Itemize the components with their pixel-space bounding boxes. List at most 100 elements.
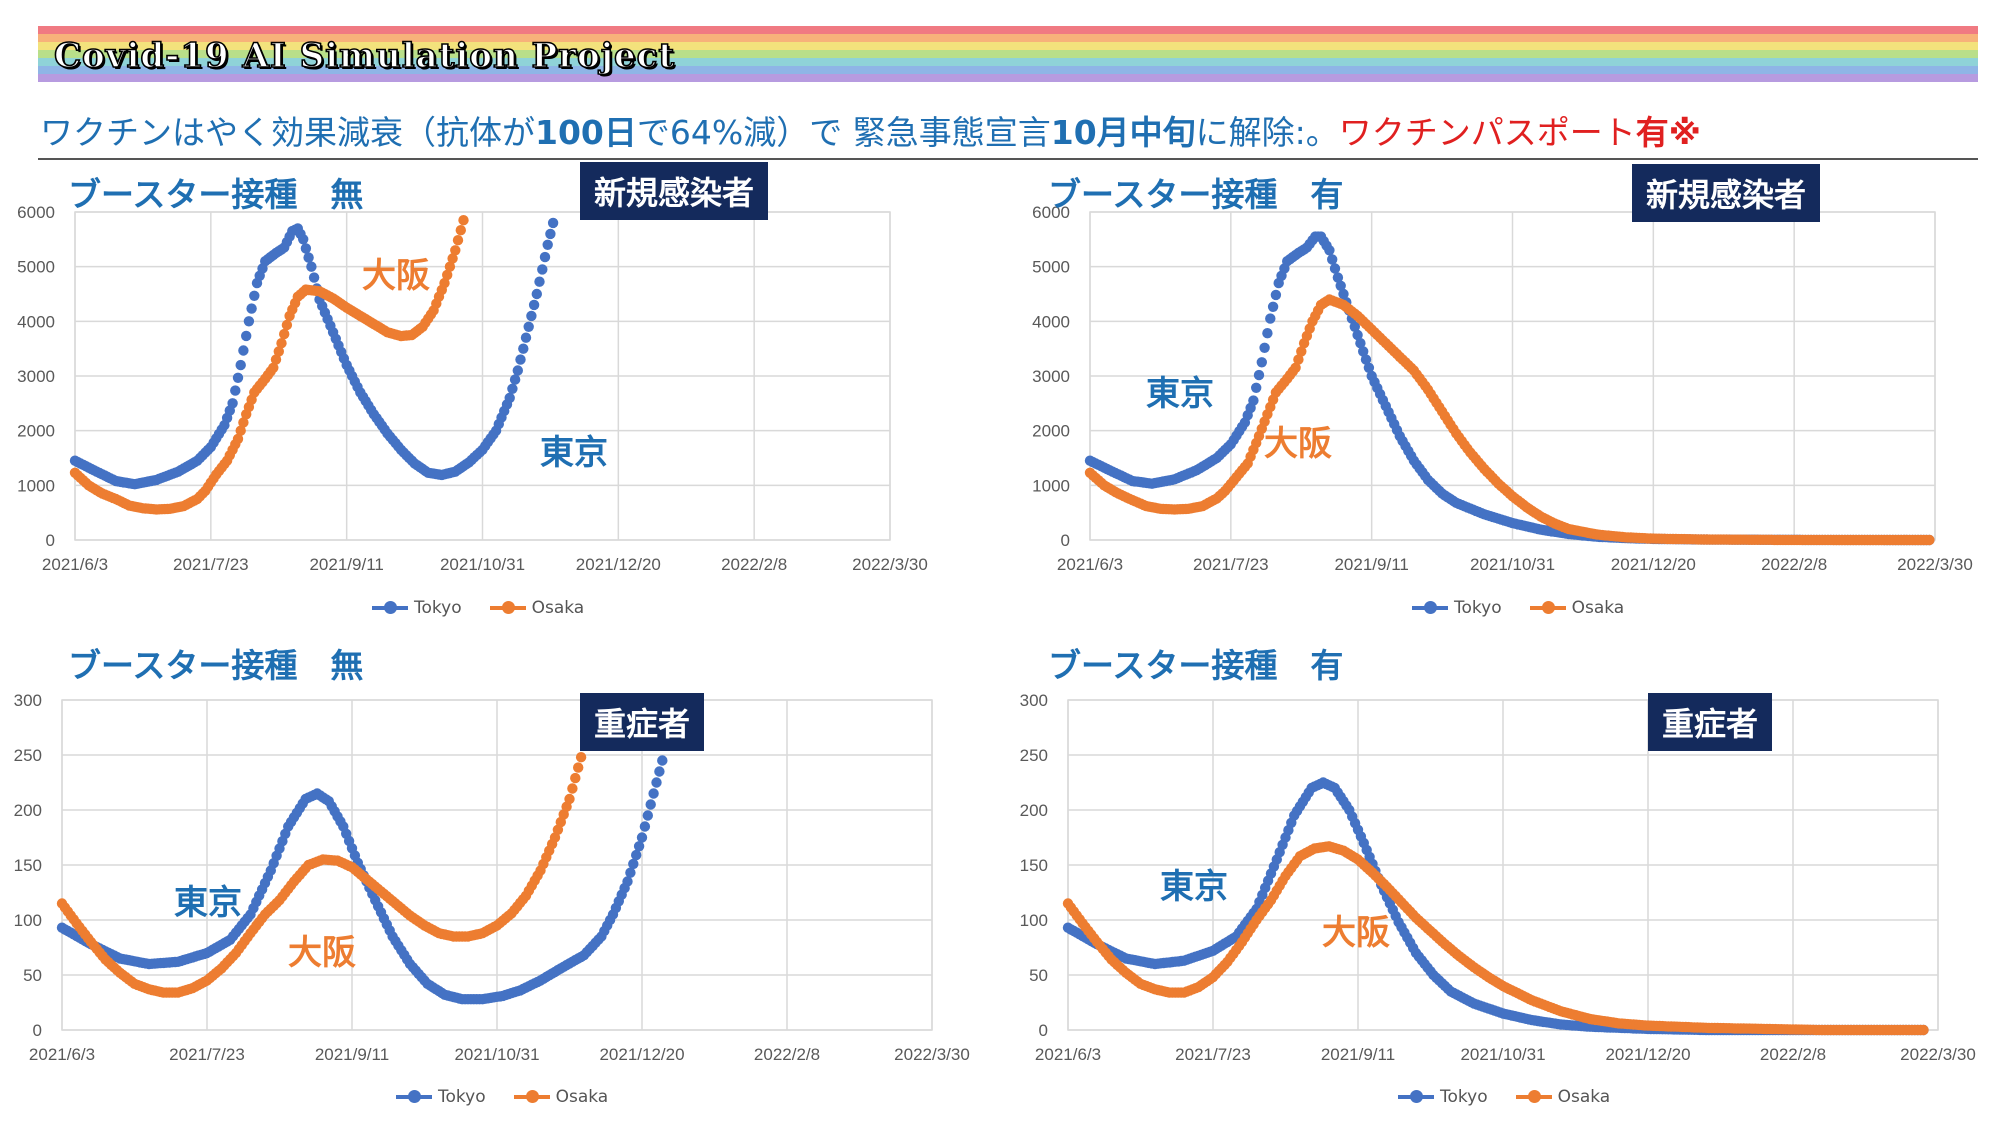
panel-heading: ブースター接種 無 [68, 646, 364, 685]
legend: Tokyo Osaka [1412, 598, 1624, 618]
legend-tokyo-swatch [1412, 601, 1448, 614]
data-point-osaka [439, 277, 450, 289]
x-tick-label: 2021/12/20 [1605, 1045, 1690, 1064]
x-tick-label: 2022/3/30 [894, 1045, 970, 1064]
x-tick-label: 2022/2/8 [721, 555, 787, 574]
data-point-osaka [281, 319, 293, 331]
panel-badge: 新規感染者 [580, 162, 769, 220]
data-point-tokyo [636, 832, 648, 843]
legend-tokyo-swatch [396, 1090, 432, 1103]
data-point-osaka [270, 354, 282, 365]
x-tick-label: 2021/7/23 [169, 1045, 245, 1064]
annotation-tokyo: 東京 [1160, 867, 1228, 907]
data-point-osaka [575, 752, 587, 763]
legend: Tokyo Osaka [372, 598, 584, 618]
panel-badge: 重症者 [580, 693, 705, 751]
y-tick-label: 100 [1020, 911, 1048, 930]
data-point-osaka [444, 261, 456, 272]
data-point-osaka [268, 362, 279, 373]
chart-panel-cases-no-booster: 0 1000 2000 3000 4000 5000 6000 2021/6/3 2021/7/… [0, 160, 1000, 630]
y-tick-label: 50 [23, 966, 42, 985]
data-point-tokyo [1338, 288, 1349, 300]
y-tick-label: 0 [46, 531, 55, 550]
data-point-osaka [279, 328, 290, 340]
legend-osaka-label: Osaka [555, 1087, 609, 1107]
data-point-osaka [458, 215, 469, 226]
y-tick-label: 0 [1039, 1021, 1048, 1040]
data-point-tokyo [545, 228, 556, 240]
panel-badge: 重症者 [1648, 693, 1773, 751]
data-point-tokyo [232, 372, 244, 383]
data-point-osaka [238, 417, 249, 428]
y-tick-label: 4000 [17, 312, 55, 331]
data-point-tokyo [520, 332, 532, 343]
x-tick-label: 2021/9/11 [309, 555, 383, 574]
y-tick-label: 100 [14, 911, 42, 930]
x-tick-label: 2021/6/3 [1035, 1045, 1101, 1064]
x-tick-label: 2021/9/11 [1334, 555, 1408, 574]
subtitle-part: 100日 [535, 113, 637, 152]
x-tick-label: 2022/2/8 [1760, 1045, 1826, 1064]
series-tokyo [56, 755, 668, 1005]
data-point-tokyo [509, 374, 521, 385]
y-tick-label: 0 [33, 1021, 42, 1040]
x-tick-label: 2021/12/20 [1611, 555, 1696, 574]
chart-svg: 0 50 100 150 200 250 300 2021/6/3 2021/7/23 2021/… [14, 691, 970, 1064]
data-point-tokyo [1267, 301, 1279, 312]
x-tick-label: 2021/10/31 [1460, 1045, 1545, 1064]
data-point-tokyo [645, 799, 656, 810]
data-point-tokyo [654, 766, 665, 777]
x-tick-label: 2021/6/3 [29, 1045, 95, 1064]
data-point-tokyo [249, 290, 260, 301]
data-point-tokyo [542, 239, 553, 250]
data-point-osaka [1296, 346, 1307, 357]
data-point-tokyo [298, 234, 309, 245]
y-tick-label: 3000 [17, 367, 55, 386]
data-point-tokyo [526, 310, 537, 322]
data-point-tokyo [1262, 328, 1273, 339]
chart-panel-severe-no-booster: 0 50 100 150 200 250 300 2021/6/3 2021/7/23 2021/… [0, 635, 1000, 1115]
legend-tokyo-label: Tokyo [1454, 598, 1502, 618]
subtitle-part: 有※ [1635, 113, 1701, 152]
legend-tokyo-label: Tokyo [1440, 1087, 1488, 1107]
y-tick-label: 4000 [1032, 312, 1070, 331]
scenario-subtitle: ワクチンはやく効果減衰（抗体が100日で64%減）で 緊急事態宣言10月中旬に解… [40, 106, 1701, 154]
data-point-tokyo [1265, 313, 1276, 324]
data-point-osaka [450, 245, 461, 256]
data-point-tokyo [1248, 395, 1259, 406]
chart-svg: 0 1000 2000 3000 4000 5000 6000 2021/6/3 2021/7/… [17, 203, 928, 574]
subtitle-part: ワクチンパスポート [1338, 113, 1636, 152]
data-point-tokyo [512, 365, 523, 376]
chart-svg: 0 50 100 150 200 250 300 2021/6/3 2021/7/23 2021/… [1020, 691, 1976, 1064]
y-tick-label: 150 [1020, 856, 1048, 875]
legend-osaka-swatch [1515, 1090, 1552, 1103]
chart-svg: 0 1000 2000 3000 4000 5000 6000 2021/6/3 2021/7/… [1032, 203, 1973, 574]
legend-osaka-label: Osaka [1571, 598, 1625, 618]
legend-tokyo-swatch [1398, 1090, 1434, 1103]
x-tick-label: 2021/12/20 [599, 1045, 684, 1064]
x-tick-label: 2021/6/3 [1057, 555, 1123, 574]
subtitle-part: に解除:。 [1195, 113, 1339, 152]
data-point-tokyo [300, 243, 312, 254]
data-point-osaka [1918, 1024, 1929, 1036]
project-title: Covid-19 AI Simulation Project [53, 35, 676, 77]
data-point-tokyo [534, 276, 545, 287]
y-tick-label: 200 [1020, 801, 1048, 820]
rainbow-stripes [38, 26, 1978, 82]
x-tick-label: 2022/2/8 [1761, 555, 1827, 574]
rainbow-stripe [38, 42, 1978, 50]
rainbow-stripe [38, 66, 1978, 74]
data-point-tokyo [243, 316, 255, 327]
data-point-osaka [235, 425, 246, 436]
data-point-tokyo [518, 343, 529, 354]
y-tick-label: 250 [14, 746, 42, 765]
y-tick-label: 3000 [1032, 367, 1070, 386]
legend-tokyo-swatch [372, 601, 408, 614]
data-point-tokyo [241, 330, 252, 342]
rainbow-stripe [38, 74, 1978, 82]
data-point-tokyo [625, 867, 636, 878]
divider [38, 158, 1978, 160]
y-tick-label: 5000 [17, 258, 55, 277]
annotation-tokyo: 東京 [174, 883, 242, 923]
banner: Covid-19 AI Simulation Project [38, 26, 1978, 90]
